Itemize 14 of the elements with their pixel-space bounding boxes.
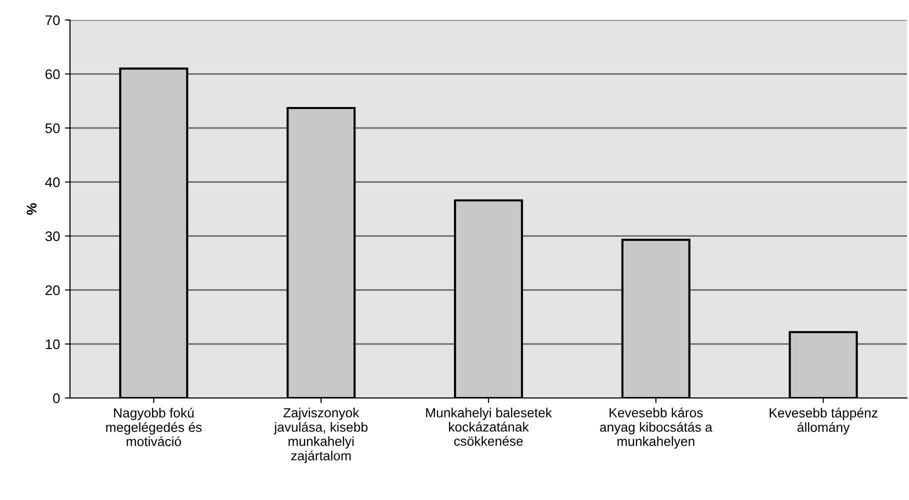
y-tick-label: 50 [45, 123, 60, 134]
x-tick-label: Kevesebb táppénz állomány [770, 408, 878, 435]
y-axis-title: % [26, 203, 36, 215]
y-tick-label: 30 [45, 231, 60, 242]
y-tick-label: 10 [46, 339, 60, 350]
x-tick-label: Munkahelyi balesetek kockázatának csökkenése [426, 408, 552, 446]
y-tick-label: 60 [46, 69, 60, 80]
x-tick-label: Nagyobb fokú megelégedés és motiváció [106, 408, 202, 446]
y-tick-label: 40 [45, 177, 60, 188]
y-tick-label: 70 [46, 15, 60, 26]
y-tick-label: 20 [46, 285, 60, 296]
x-tick-label: Kevesebb káros anyag kibocsátás a munkahelyen [600, 408, 712, 449]
y-tick-label: 0 [53, 393, 60, 404]
x-tick-label: Zajviszonyok javulása, kisebb munkahelyi zajártalom [274, 408, 368, 464]
